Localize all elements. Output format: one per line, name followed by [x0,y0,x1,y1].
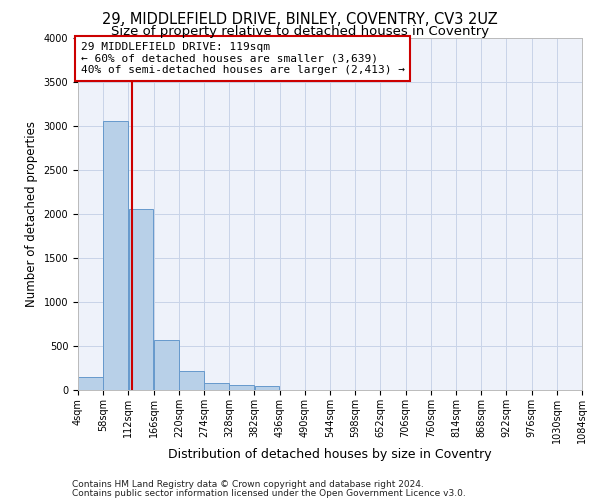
Text: 29 MIDDLEFIELD DRIVE: 119sqm
← 60% of detached houses are smaller (3,639)
40% of: 29 MIDDLEFIELD DRIVE: 119sqm ← 60% of de… [81,42,405,75]
Bar [128,210,154,390]
Bar [154,340,179,390]
Bar [78,377,103,390]
Bar [103,121,128,390]
Bar [204,383,229,390]
Text: Size of property relative to detached houses in Coventry: Size of property relative to detached ho… [111,25,489,38]
Bar [254,386,280,390]
Y-axis label: Number of detached properties: Number of detached properties [25,120,38,306]
Text: Contains public sector information licensed under the Open Government Licence v3: Contains public sector information licen… [72,488,466,498]
Bar [229,385,254,390]
Text: 29, MIDDLEFIELD DRIVE, BINLEY, COVENTRY, CV3 2UZ: 29, MIDDLEFIELD DRIVE, BINLEY, COVENTRY,… [102,12,498,28]
Bar [179,372,204,390]
Text: Contains HM Land Registry data © Crown copyright and database right 2024.: Contains HM Land Registry data © Crown c… [72,480,424,489]
X-axis label: Distribution of detached houses by size in Coventry: Distribution of detached houses by size … [168,448,492,462]
